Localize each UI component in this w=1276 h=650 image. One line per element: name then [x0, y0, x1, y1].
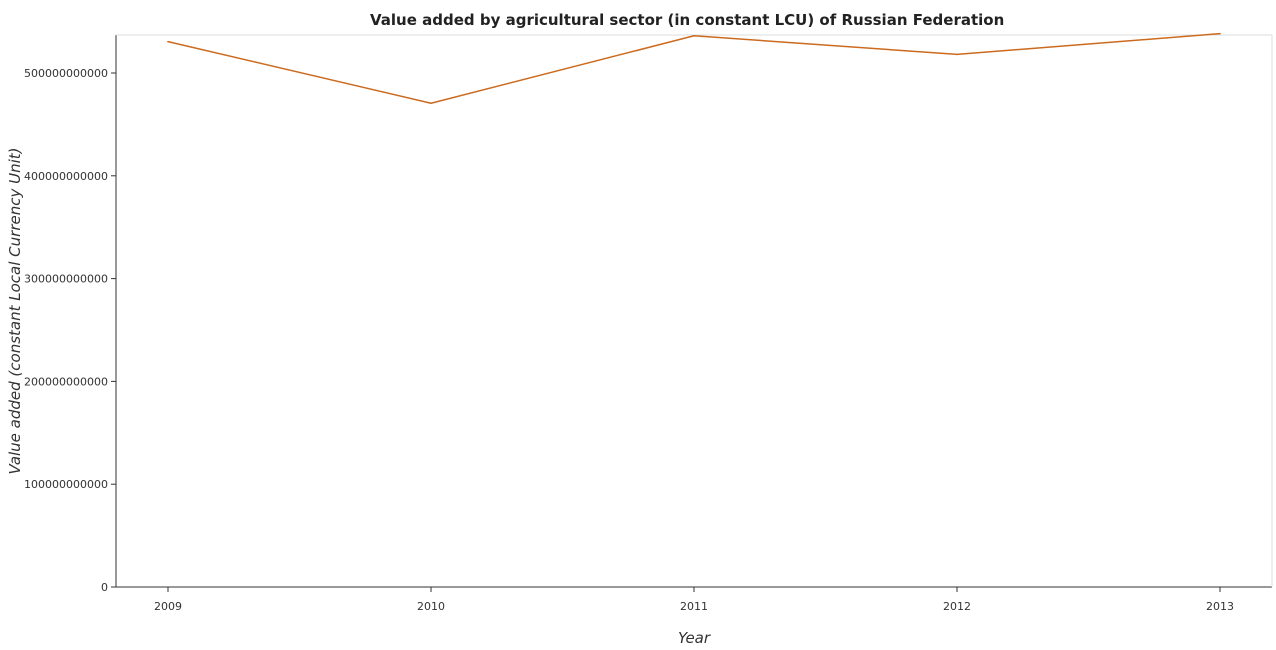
- x-tick-label: 2011: [680, 600, 708, 613]
- y-tick-label: 100000000000: [24, 478, 108, 491]
- x-axis-label: Year: [678, 629, 711, 647]
- y-tick-label: 500000000000: [24, 67, 108, 80]
- y-tick-label: 400000000000: [24, 170, 108, 183]
- x-tick-label: 2010: [417, 600, 445, 613]
- y-axis-label: Value added (constant Local Currency Uni…: [6, 148, 24, 475]
- data-point: [1219, 32, 1221, 35]
- x-tick-label: 2009: [154, 600, 182, 613]
- x-tick-label: 2012: [943, 600, 971, 613]
- plot-area: 0 100000000000 200000000000 300000000000 400…: [24, 32, 1273, 613]
- data-point: [693, 34, 695, 37]
- data-point: [956, 53, 958, 56]
- series-line: [167, 32, 1221, 104]
- y-tick-label: 0: [101, 581, 108, 594]
- x-tick-label: 2013: [1206, 600, 1234, 613]
- y-tick-label: 300000000000: [24, 273, 108, 286]
- data-point: [430, 102, 432, 105]
- data-point: [167, 40, 169, 43]
- y-tick-label: 200000000000: [24, 375, 108, 388]
- chart-title: Value added by agricultural sector (in c…: [370, 11, 1004, 29]
